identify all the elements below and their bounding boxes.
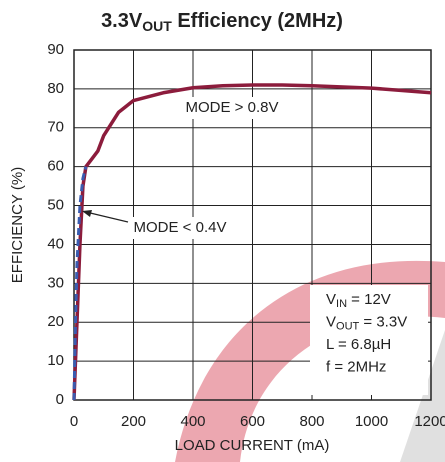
title-sub: OUT: [142, 18, 172, 34]
y-tick-label: 60: [47, 158, 64, 175]
condition-text: VOUT = 3.3V: [326, 313, 407, 332]
x-tick-label: 200: [121, 413, 146, 430]
condition-main: V: [326, 291, 336, 308]
condition-main: f = 2MHz: [326, 358, 386, 375]
series-label: MODE < 0.4V: [134, 219, 227, 236]
y-tick-label: 90: [47, 41, 64, 58]
y-tick-label: 40: [47, 235, 64, 252]
chart-title: 3.3VOUT Efficiency (2MHz): [101, 10, 343, 33]
annotation-bg: [128, 217, 232, 239]
y-tick-label: 70: [47, 119, 64, 136]
condition-rest: = 12V: [347, 291, 391, 308]
y-tick-label: 10: [47, 352, 64, 369]
title-main: 3.3V: [101, 10, 143, 32]
annotation-bg: [178, 97, 286, 119]
condition-rest: = 3.3V: [359, 313, 407, 330]
condition-main: V: [326, 313, 336, 330]
arrow-head: [82, 210, 92, 217]
series-line: [72, 166, 88, 401]
x-tick-label: 1200: [414, 413, 445, 430]
condition-sub: OUT: [336, 320, 360, 332]
condition-main: L = 6.8µH: [326, 336, 391, 353]
series-label: MODE > 0.8V: [186, 99, 279, 116]
x-tick-label: 0: [70, 413, 78, 430]
y-tick-label: 0: [56, 391, 64, 408]
condition-sub: IN: [336, 298, 347, 310]
y-axis-label: EFFICIENCY (%): [9, 167, 26, 283]
x-tick-label: 400: [180, 413, 205, 430]
condition-text: L = 6.8µH: [326, 336, 391, 353]
y-tick-label: 20: [47, 313, 64, 330]
y-tick-label: 30: [47, 274, 64, 291]
condition-text: VIN = 12V: [326, 291, 391, 310]
title-rest: Efficiency (2MHz): [172, 10, 343, 32]
condition-text: f = 2MHz: [326, 358, 386, 375]
x-tick-label: 600: [240, 413, 265, 430]
conditions-bg: [310, 285, 428, 395]
x-axis-label: LOAD CURRENT (mA): [175, 437, 330, 454]
x-tick-label: 800: [299, 413, 324, 430]
y-tick-label: 80: [47, 80, 64, 97]
x-tick-label: 1000: [355, 413, 388, 430]
annotation-arrow: [85, 211, 129, 223]
y-tick-label: 50: [47, 197, 64, 214]
